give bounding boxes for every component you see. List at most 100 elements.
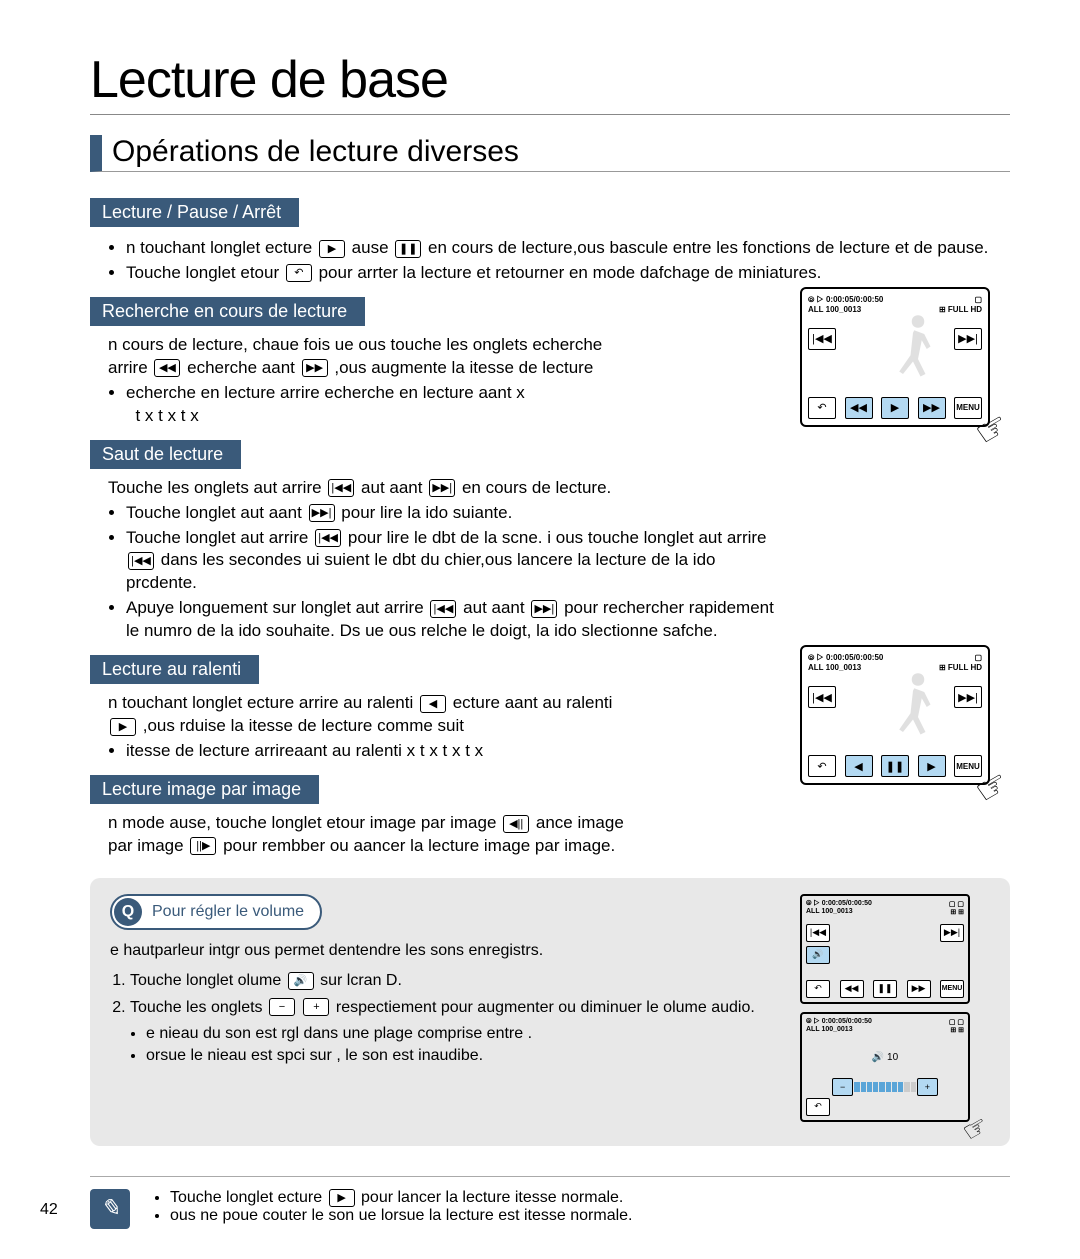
screen-preview-slow: ⦾ ▷ 0:00:05/0:00:50▢ ALL 100_0013⊞ FULL … [800,645,990,785]
text: Touche les onglets [130,999,263,1016]
slow-fwd-button[interactable]: ▶ [918,755,946,777]
magnifier-icon: Q [114,898,142,926]
text: sur lcran D. [320,972,402,989]
manual-page: Lecture de base Opérations de lecture di… [0,0,1080,1259]
skip-fwd-button[interactable]: ▶▶| [940,924,964,942]
all-label: ALL [806,908,819,915]
text: ,ous rduise la itesse de lecture comme s… [143,716,464,735]
text: itesse de lecture arrireaant au ralenti … [126,741,483,760]
time-label: 0:00:05/0:00:50 [826,653,883,662]
text: t x t x t x [135,406,198,425]
menu-button[interactable]: MENU [940,980,964,998]
forward-icon: ▶▶ [302,359,328,377]
clip-label: 100_0013 [826,663,862,672]
rewind-icon: ◀◀ [154,359,180,377]
text: Touche longlet etour [126,263,279,282]
slow-fwd-icon: ▶ [110,718,136,736]
time-label: 0:00:05/0:00:50 [826,295,883,304]
skip-back-icon: |◀◀ [328,479,354,497]
all-label: ALL [808,305,823,314]
text: ecture aant au ralenti [453,693,613,712]
text: pour lire la ido suiante. [341,503,512,522]
footer-note-2: ous ne poue couter le son ue lorsue la l… [170,1207,633,1225]
footer-note-1: Touche longlet ecture ▶ pour lancer la l… [170,1189,633,1207]
text: n touchant longlet ecture arrire au rale… [108,693,413,712]
pause-button[interactable]: ❚❚ [873,980,897,998]
skip-back-button[interactable]: |◀◀ [808,686,836,708]
volume-button[interactable]: 🔊 [806,946,830,964]
volume-step-1: Touche longlet olume 🔊 sur lcran D. [130,970,780,992]
skip-fwd-icon: ▶▶| [531,600,557,618]
text: echerche aant [187,358,295,377]
clip-label: 100_0013 [821,1026,852,1033]
slow-back-icon: ◀ [420,695,446,713]
subhead-skip: Saut de lecture [90,440,241,469]
subhead-play-pause: Lecture / Pause / Arrêt [90,198,299,227]
page-number: 42 [40,1201,58,1219]
text: en cours de lecture,ous bascule entre le… [428,238,988,257]
return-button[interactable]: ↶ [806,1098,830,1116]
clip-label: 100_0013 [821,908,852,915]
play-button[interactable]: ▶ [881,397,909,419]
pause-icon: ❚❚ [395,240,421,258]
text: echerche en lecture arrire echerche en l… [126,383,525,402]
time-label: 0:00:05/0:00:50 [822,900,872,907]
screen-preview-volume-2: ⦾ ▷ 0:00:05/0:00:50▢ ▢ ALL 100_0013⊞ ⊞ 🔊… [800,1012,970,1122]
forward-button[interactable]: ▶▶ [907,980,931,998]
slow-back-button[interactable]: ◀ [845,755,873,777]
subhead-frame: Lecture image par image [90,775,319,804]
skip-fwd-button[interactable]: ▶▶| [954,328,982,350]
footer-note: ✎ Touche longlet ecture ▶ pour lancer la… [90,1176,1010,1229]
skater-silhouette-icon [883,309,953,409]
text: Touche longlet ecture [170,1189,322,1206]
return-button[interactable]: ↶ [808,397,836,419]
skip-back-icon: |◀◀ [430,600,456,618]
skip-fwd-button[interactable]: ▶▶| [954,686,982,708]
skip-back-button[interactable]: |◀◀ [808,328,836,350]
vol-minus-button[interactable]: − [832,1078,853,1096]
search-body: n cours de lecture, chaue fois ue ous to… [108,334,780,428]
text: ance image [536,813,624,832]
pause-button[interactable]: ❚❚ [881,755,909,777]
skip-back-icon: |◀◀ [315,529,341,547]
rewind-button[interactable]: ◀◀ [840,980,864,998]
volume-pill-label: Pour régler le volume [152,903,304,921]
skater-silhouette-icon [883,667,953,767]
skip-back-icon: |◀◀ [128,552,154,570]
volume-bar: − + [832,1078,938,1096]
rewind-button[interactable]: ◀◀ [845,397,873,419]
text: ause [352,238,389,257]
text: dans les secondes ui suient le dbt du ch… [126,550,715,592]
text: respectiement pour augmenter ou diminuer… [336,999,755,1016]
forward-button[interactable]: ▶▶ [918,397,946,419]
text: Touche longlet aut aant [126,503,302,522]
return-button[interactable]: ↶ [806,980,830,998]
text: aut aant [463,598,524,617]
clip-label: 100_0013 [826,305,862,314]
text: Touche longlet aut arrire [126,528,308,547]
text: aut aant [361,478,422,497]
volume-step-2: Touche les onglets − + respectiement pou… [130,997,780,1019]
subhead-slow: Lecture au ralenti [90,655,259,684]
all-label: ALL [806,1026,819,1033]
plus-icon: + [303,998,329,1016]
volume-note-2: orsue le nieau est spci sur , le son est… [146,1045,780,1067]
play-icon: ▶ [329,1189,355,1207]
skip-back-button[interactable]: |◀◀ [806,924,830,942]
hd-label: FULL HD [948,663,982,672]
play-icon: ▶ [319,240,345,258]
slow-body: n touchant longlet ecture arrire au rale… [108,692,780,763]
all-label: ALL [808,663,823,672]
page-title: Lecture de base [90,50,1010,115]
text: en cours de lecture. [462,478,611,497]
vol-plus-button[interactable]: + [917,1078,938,1096]
return-button[interactable]: ↶ [808,755,836,777]
frame-body: n mode ause, touche longlet etour image … [108,812,780,858]
text: ,ous augmente la itesse de lecture [334,358,593,377]
frame-back-icon: ◀|| [503,815,529,833]
text: pour rembber ou aancer la lecture image … [223,836,615,855]
text: Touche longlet olume [130,972,281,989]
text: n cours de lecture, chaue fois ue ous to… [108,335,602,354]
text: pour lire le dbt de la scne. i ous touch… [348,528,767,547]
volume-note-1: e nieau du son est rgl dans une plage co… [146,1023,780,1045]
